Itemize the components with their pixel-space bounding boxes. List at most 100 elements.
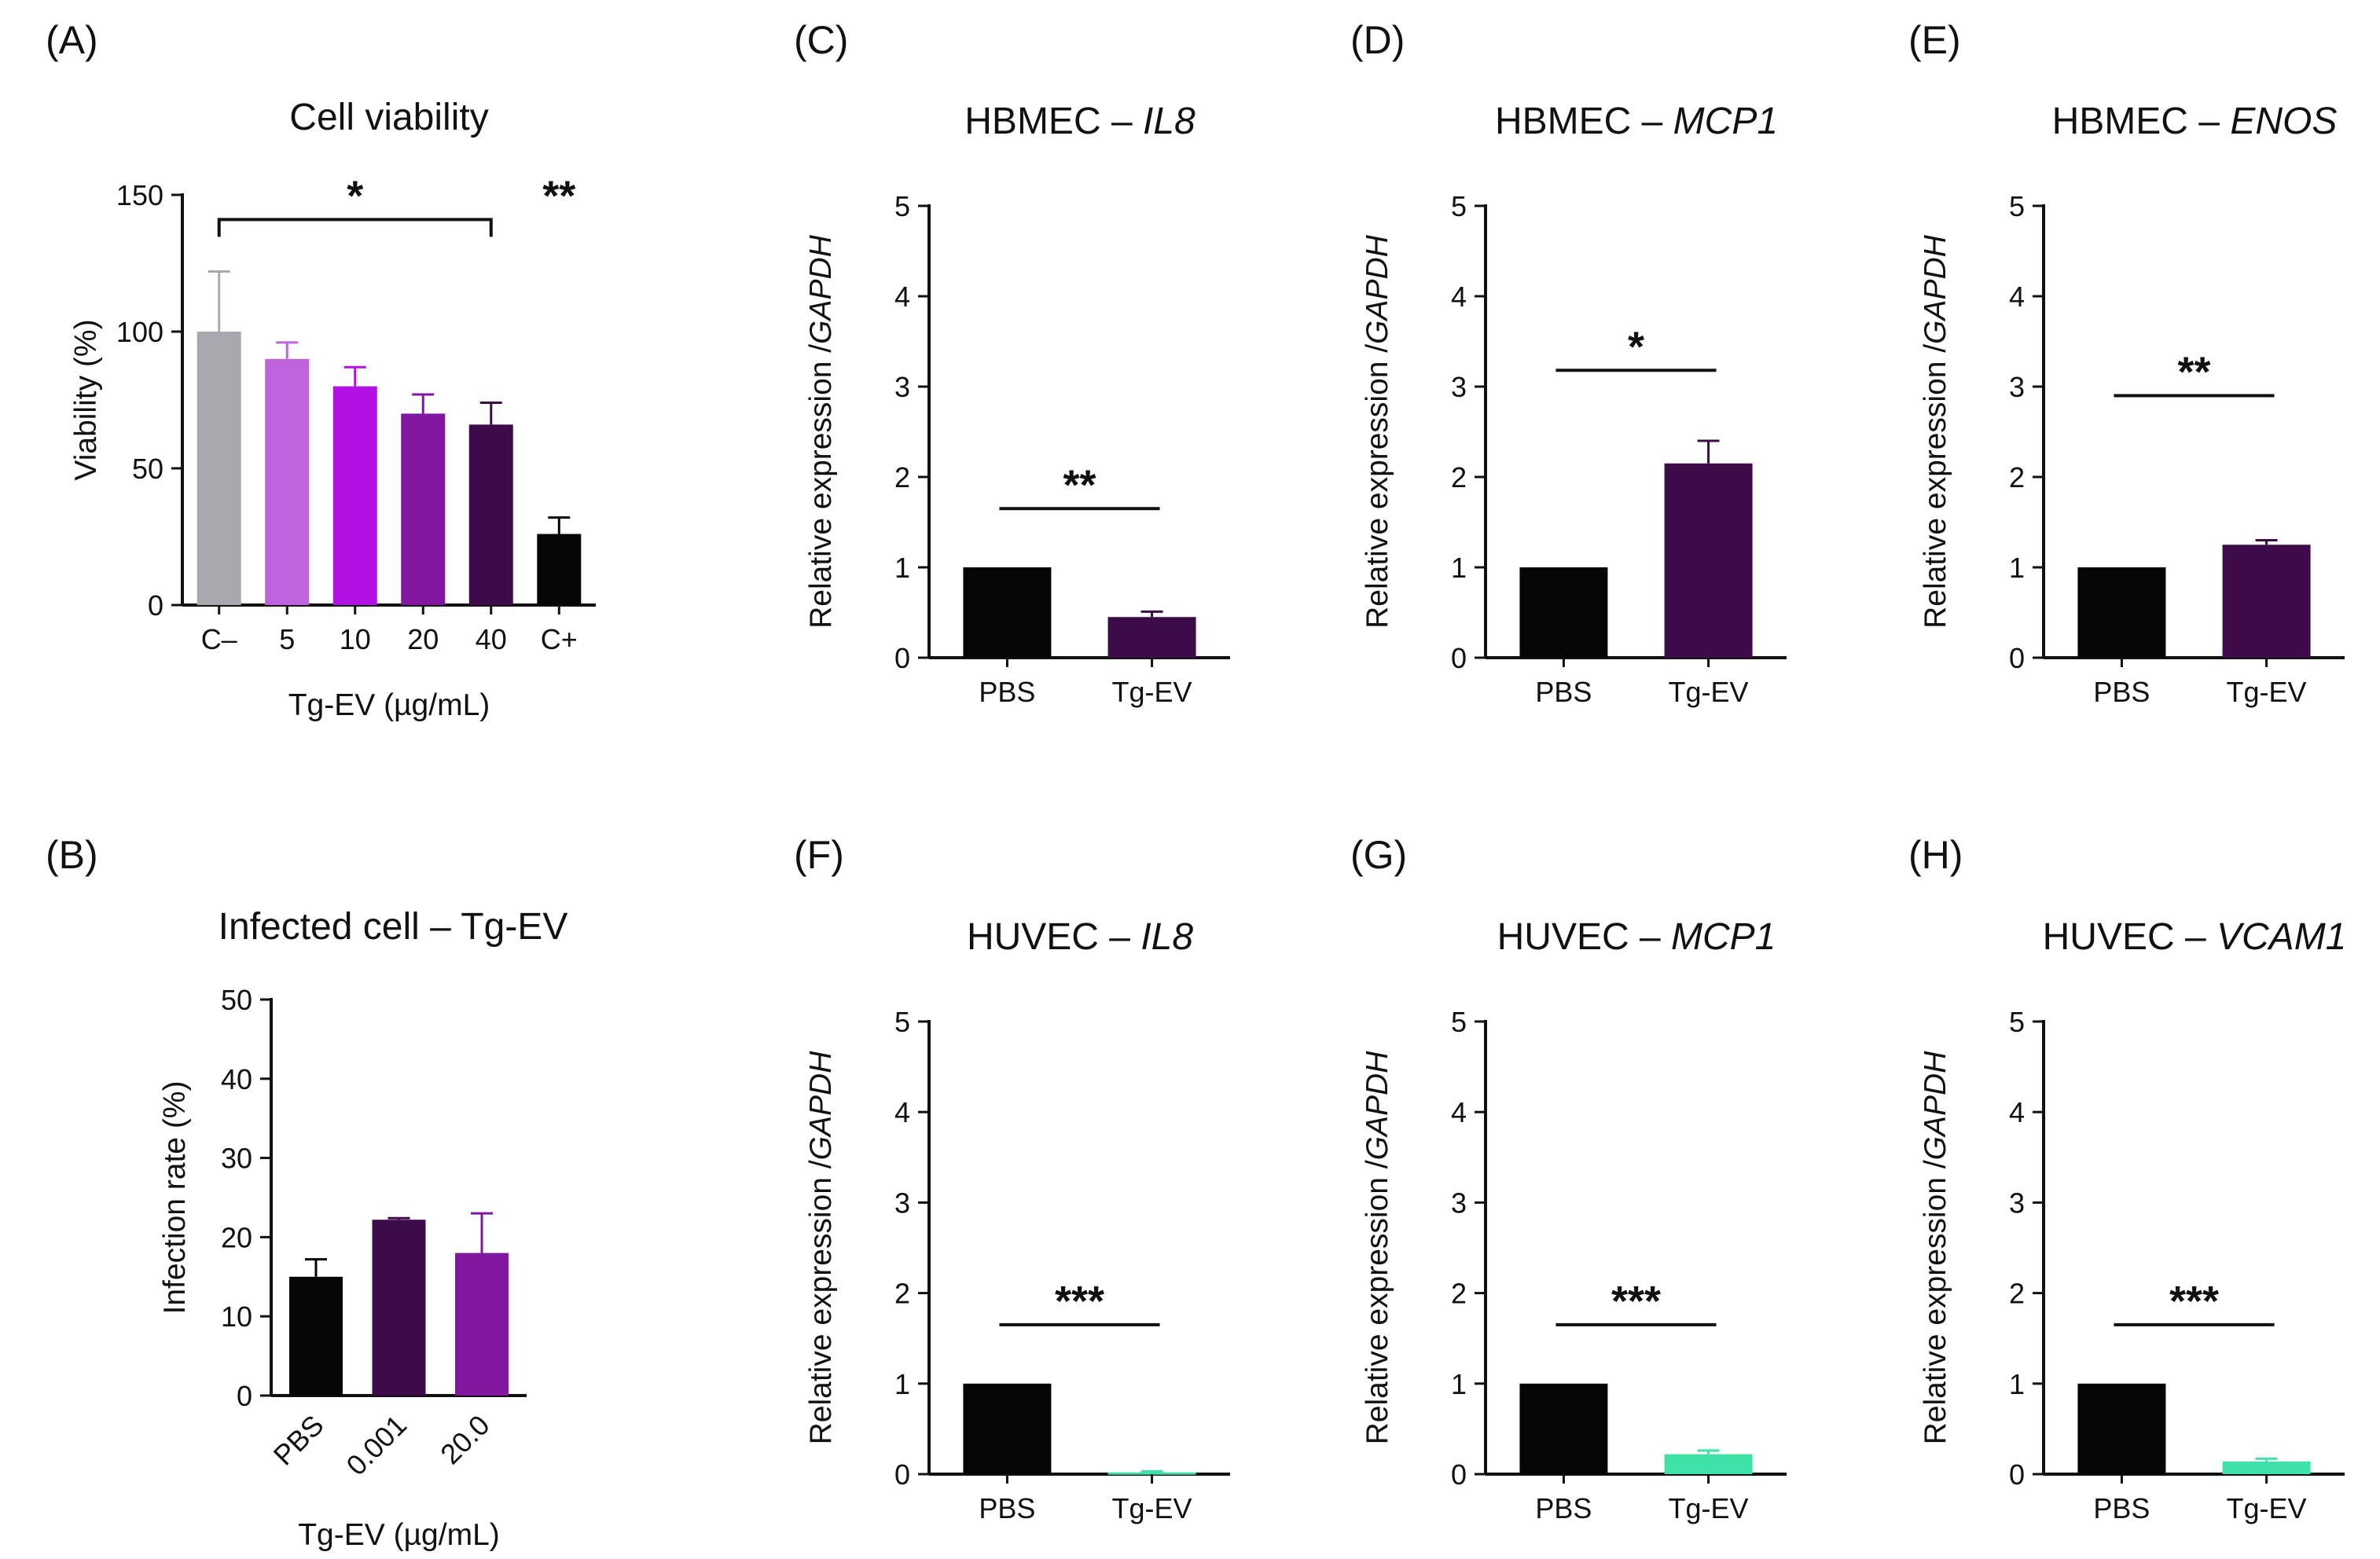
y-tick-label: 0 (894, 1458, 910, 1491)
y-axis-label-text: Relative expression / (804, 344, 838, 629)
y-tick-label: 0 (237, 1380, 252, 1412)
y-tick-label: 2 (2009, 1278, 2025, 1310)
title-gene: ENOS (2230, 101, 2337, 142)
y-tick-label: 5 (1451, 190, 1467, 222)
significance-stars: *** (1055, 1278, 1104, 1325)
y-tick-label: 50 (221, 984, 252, 1016)
bar-c (196, 332, 241, 605)
y-tick-label: 4 (2009, 281, 2025, 313)
y-tick-label: 5 (2009, 1006, 2025, 1038)
y-tick-label: 2 (1451, 461, 1467, 493)
y-tick-label: 10 (221, 1300, 252, 1333)
y-tick-label: 4 (894, 1096, 910, 1128)
y-tick-label: 1 (2009, 552, 2025, 584)
y-tick-label: 40 (221, 1063, 252, 1095)
y-tick-label: 5 (1451, 1006, 1467, 1038)
significance-stars: ** (542, 172, 575, 219)
bar-0001 (372, 1220, 426, 1396)
x-tick-label: PBS (1535, 676, 1592, 708)
y-tick-label: 1 (1451, 1368, 1467, 1400)
y-tick-label: 1 (2009, 1368, 2025, 1400)
y-tick-label: 3 (2009, 1187, 2025, 1219)
significance-bracket (217, 218, 493, 237)
bar-tgev (1664, 1454, 1753, 1474)
bar-tgev (1107, 617, 1196, 658)
bar-pbs (963, 1383, 1052, 1474)
y-tick-label: 3 (894, 371, 910, 403)
bar-pbs (1519, 567, 1608, 658)
bar-tgev (2222, 1461, 2311, 1474)
y-tick-label: 150 (116, 179, 163, 211)
bar-20 (401, 413, 446, 605)
bar-5 (265, 358, 310, 605)
bar-c (537, 534, 582, 605)
bar-40 (468, 424, 513, 605)
y-axis-label-text: Relative expression / (1361, 1160, 1394, 1444)
y-tick-label: 4 (894, 281, 910, 313)
y-axis-label: Viability (%) (69, 319, 103, 480)
y-tick-label: 0 (1451, 642, 1467, 674)
x-axis-label: Tg-EV (µg/mL) (298, 1518, 500, 1552)
y-tick-label: 2 (2009, 461, 2025, 493)
x-tick-label: 0.001 (340, 1409, 413, 1482)
panel-g: (G) HUVEC – MCP1 0 1 2 3 4 5 Relative expression… (1350, 833, 1787, 1524)
x-tick-label: C– (201, 623, 237, 655)
x-tick-label: PBS (2093, 676, 2150, 708)
bar-pbs (288, 1276, 343, 1396)
y-axis-label: Relative expression /GAPDH (1919, 234, 1952, 629)
title-gene: VCAM1 (2217, 916, 2346, 958)
y-axis-label-text: Relative expression / (804, 1160, 838, 1444)
chart-title: HUVEC – IL8 (967, 916, 1193, 958)
x-tick-label: PBS (1535, 1492, 1592, 1524)
x-tick-label: PBS (979, 676, 1035, 708)
y-tick-label: 0 (2009, 1458, 2025, 1491)
y-tick-label: 3 (1451, 371, 1467, 403)
bar-pbs (1519, 1383, 1608, 1474)
title-cell-line: HBMEC – (964, 101, 1143, 142)
x-tick-label: 20.0 (434, 1409, 496, 1471)
title-gene: IL8 (1140, 916, 1193, 958)
y-tick-label: 2 (1451, 1278, 1467, 1310)
title-gene: MCP1 (1671, 916, 1776, 958)
x-tick-label: C+ (541, 623, 578, 655)
y-tick-label: 100 (116, 316, 163, 348)
panel-label: (F) (794, 833, 844, 877)
x-axis-label: Tg-EV (µg/mL) (288, 688, 490, 722)
significance-stars: *** (1611, 1278, 1661, 1325)
y-axis-label: Relative expression /GAPDH (1361, 234, 1394, 629)
significance-stars: ** (2177, 349, 2210, 396)
y-axis-label-text: Relative expression / (1919, 344, 1952, 629)
x-tick-label: Tg-EV (1669, 1492, 1749, 1524)
panel-c: (C) HBMEC – IL8 0 1 2 3 4 5 Relative expression … (794, 18, 1230, 708)
y-tick-label: 1 (1451, 552, 1467, 584)
title-cell-line: HUVEC – (967, 916, 1140, 958)
panel-label: (H) (1908, 833, 1963, 877)
y-tick-label: 5 (2009, 190, 2025, 222)
panel-label: (A) (46, 18, 98, 62)
bar-200 (455, 1253, 509, 1396)
bar-tgev (2222, 545, 2311, 658)
title-cell-line: HBMEC – (1495, 101, 1673, 142)
panel-label: (E) (1908, 18, 1961, 62)
panel-label: (C) (794, 18, 848, 62)
y-axis-label: Relative expression /GAPDH (1919, 1051, 1952, 1445)
bar-pbs (963, 567, 1052, 658)
y-axis-label-gene: GAPDH (804, 234, 838, 344)
y-tick-label: 0 (894, 642, 910, 674)
y-tick-label: 0 (1451, 1458, 1467, 1491)
significance-stars: ** (1063, 461, 1096, 508)
title-cell-line: HUVEC – (2043, 916, 2217, 958)
y-axis-label: Relative expression /GAPDH (804, 234, 838, 629)
x-tick-label: Tg-EV (2227, 676, 2307, 708)
panel-b: (B) Infected cell – Tg-EV 0 10 20 30 40 50 Infec… (46, 833, 567, 1552)
x-tick-label: Tg-EV (1669, 676, 1749, 708)
y-tick-label: 3 (1451, 1187, 1467, 1219)
x-tick-label: Tg-EV (2227, 1492, 2307, 1524)
chart-title: HUVEC – MCP1 (1497, 916, 1776, 958)
y-axis-label-text: Relative expression / (1919, 1160, 1952, 1444)
chart-title: HUVEC – VCAM1 (2043, 916, 2347, 958)
bar-tgev (1664, 463, 1753, 658)
x-tick-label: 10 (340, 623, 371, 655)
